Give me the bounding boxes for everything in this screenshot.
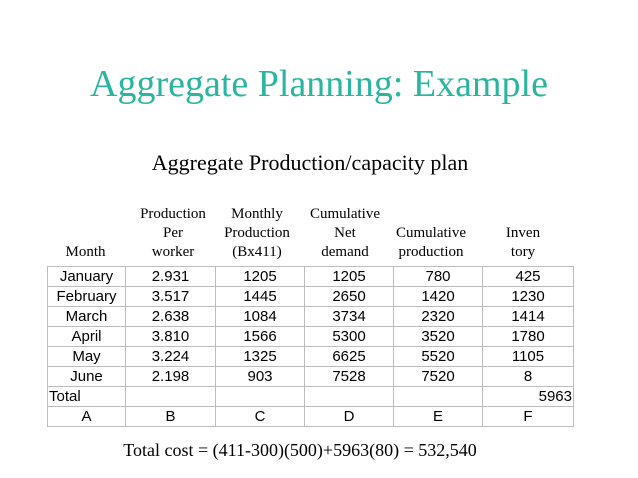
table-row: June 2.198 903 7528 7520 8	[47, 366, 574, 387]
cell-month: January	[47, 266, 126, 287]
cell-cumulative-production: 2320	[393, 306, 483, 327]
cell-inventory: 1105	[482, 346, 574, 367]
column-letter: D	[304, 406, 394, 427]
header-month: Month	[65, 244, 106, 260]
cell-per-worker: 3.810	[125, 326, 216, 347]
cell-empty	[215, 386, 305, 407]
header-production-per-worker-line1: Production	[140, 206, 206, 222]
cell-month: May	[47, 346, 126, 367]
column-letter: E	[393, 406, 483, 427]
cell-monthly-production: 1205	[215, 266, 305, 287]
cell-month: April	[47, 326, 126, 347]
header-cumulative-net-demand-line2: Net	[334, 225, 356, 241]
table-row: January 2.931 1205 1205 780 425	[47, 266, 574, 287]
cell-inventory: 1414	[482, 306, 574, 327]
cell-monthly-production: 1566	[215, 326, 305, 347]
subtitle: Aggregate Production/capacity plan	[151, 150, 469, 175]
table-row: April 3.810 1566 5300 3520 1780	[47, 326, 574, 347]
table-row: May 3.224 1325 6625 5520 1105	[47, 346, 574, 367]
cell-cumulative-demand: 3734	[304, 306, 394, 327]
header-monthly-production-line1: Monthly	[231, 206, 283, 222]
column-letter: A	[47, 406, 126, 427]
header-monthly-production-line2: Production	[224, 225, 290, 241]
cell-monthly-production: 1325	[215, 346, 305, 367]
header-cumulative-net-demand-line1: Cumulative	[310, 206, 380, 222]
header-monthly-production-line3: (Bx411)	[232, 244, 282, 260]
cell-monthly-production: 903	[215, 366, 305, 387]
cell-per-worker: 2.198	[125, 366, 216, 387]
cell-monthly-production: 1445	[215, 286, 305, 307]
cell-cumulative-demand: 1205	[304, 266, 394, 287]
cell-cumulative-production: 3520	[393, 326, 483, 347]
cell-month: March	[47, 306, 126, 327]
cell-empty	[125, 386, 216, 407]
total-cost-formula: Total cost = (411-300)(500)+5963(80) = 5…	[123, 440, 477, 460]
header-inventory-line2: tory	[510, 244, 536, 260]
header-cumulative-production-line2: production	[398, 244, 464, 260]
cell-cumulative-demand: 5300	[304, 326, 394, 347]
cell-empty	[304, 386, 394, 407]
column-letter-row: A B C D E F	[47, 406, 574, 427]
cell-month: June	[47, 366, 126, 387]
header-cumulative-production-line1: Cumulative	[396, 225, 466, 241]
header-cumulative-net-demand-line3: demand	[321, 244, 369, 260]
cell-inventory: 8	[482, 366, 574, 387]
header-production-per-worker-line3: worker	[151, 244, 195, 260]
cell-cumulative-demand: 2650	[304, 286, 394, 307]
total-inventory: 5963	[482, 386, 574, 407]
total-row: Total 5963	[47, 386, 574, 407]
cell-cumulative-production: 780	[393, 266, 483, 287]
header-production-per-worker-line2: Per	[163, 225, 183, 241]
cell-per-worker: 3.517	[125, 286, 216, 307]
cell-inventory: 1780	[482, 326, 574, 347]
cell-cumulative-production: 7520	[393, 366, 483, 387]
slide-title: Aggregate Planning: Example	[90, 63, 548, 105]
cell-empty	[393, 386, 483, 407]
cell-per-worker: 2.638	[125, 306, 216, 327]
cell-cumulative-demand: 6625	[304, 346, 394, 367]
header-inventory-line1: Inven	[505, 225, 541, 241]
table-row: February 3.517 1445 2650 1420 1230	[47, 286, 574, 307]
column-letter: C	[215, 406, 305, 427]
cell-per-worker: 3.224	[125, 346, 216, 367]
cell-cumulative-production: 5520	[393, 346, 483, 367]
cell-monthly-production: 1084	[215, 306, 305, 327]
column-letter: F	[482, 406, 574, 427]
cell-inventory: 425	[482, 266, 574, 287]
production-plan-table: January 2.931 1205 1205 780 425 February…	[47, 266, 574, 427]
total-label: Total	[47, 386, 126, 407]
cell-per-worker: 2.931	[125, 266, 216, 287]
cell-cumulative-production: 1420	[393, 286, 483, 307]
column-letter: B	[125, 406, 216, 427]
cell-month: February	[47, 286, 126, 307]
cell-inventory: 1230	[482, 286, 574, 307]
cell-cumulative-demand: 7528	[304, 366, 394, 387]
table-row: March 2.638 1084 3734 2320 1414	[47, 306, 574, 327]
